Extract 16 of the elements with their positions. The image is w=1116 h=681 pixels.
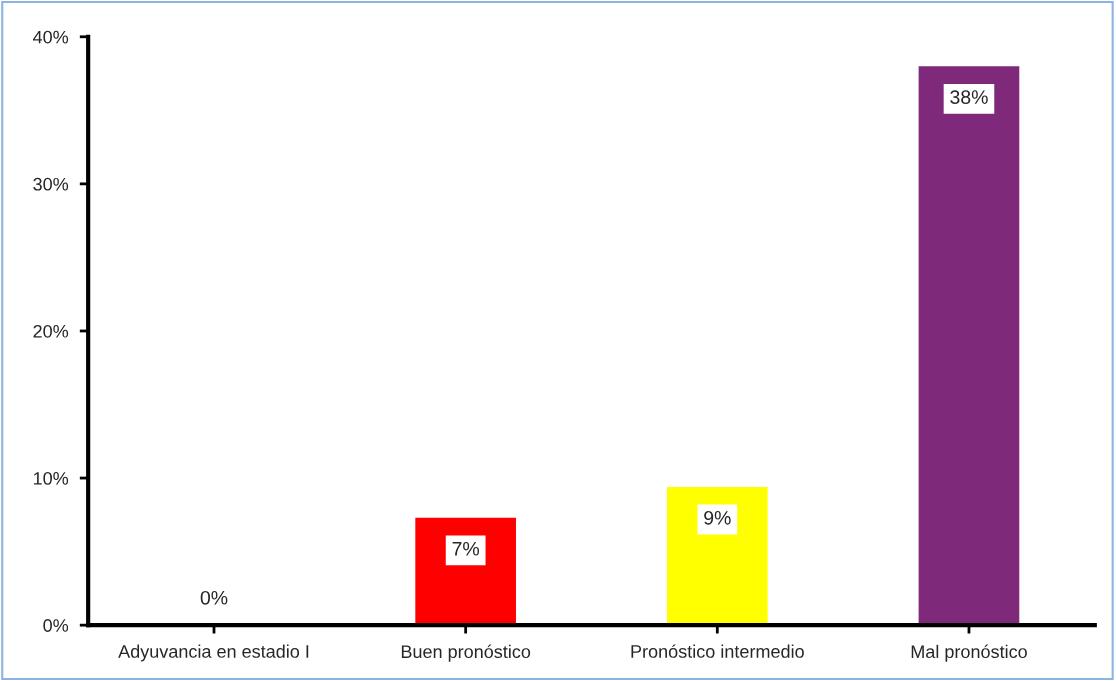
y-tick-label: 20%	[33, 324, 69, 338]
y-tick-label: 10%	[33, 472, 69, 485]
bar	[918, 66, 1020, 626]
y-tick-label: 0%	[43, 619, 69, 632]
x-tick-label: Mal pronóstico	[911, 644, 1027, 662]
data-label: 9%	[704, 510, 731, 525]
x-tick-label: Buen pronóstico	[401, 644, 531, 662]
x-tick-label: Pronóstico intermedio	[631, 644, 804, 658]
y-tick-label: 40%	[33, 30, 69, 44]
bar	[415, 517, 516, 626]
data-label: 7%	[452, 541, 480, 556]
bar	[666, 486, 768, 626]
data-label: 0%	[200, 590, 228, 605]
y-tick-label: 30%	[33, 177, 69, 191]
x-tick-label: Adyuvancia en estadio I	[118, 644, 309, 662]
data-label: 38%	[950, 90, 988, 105]
